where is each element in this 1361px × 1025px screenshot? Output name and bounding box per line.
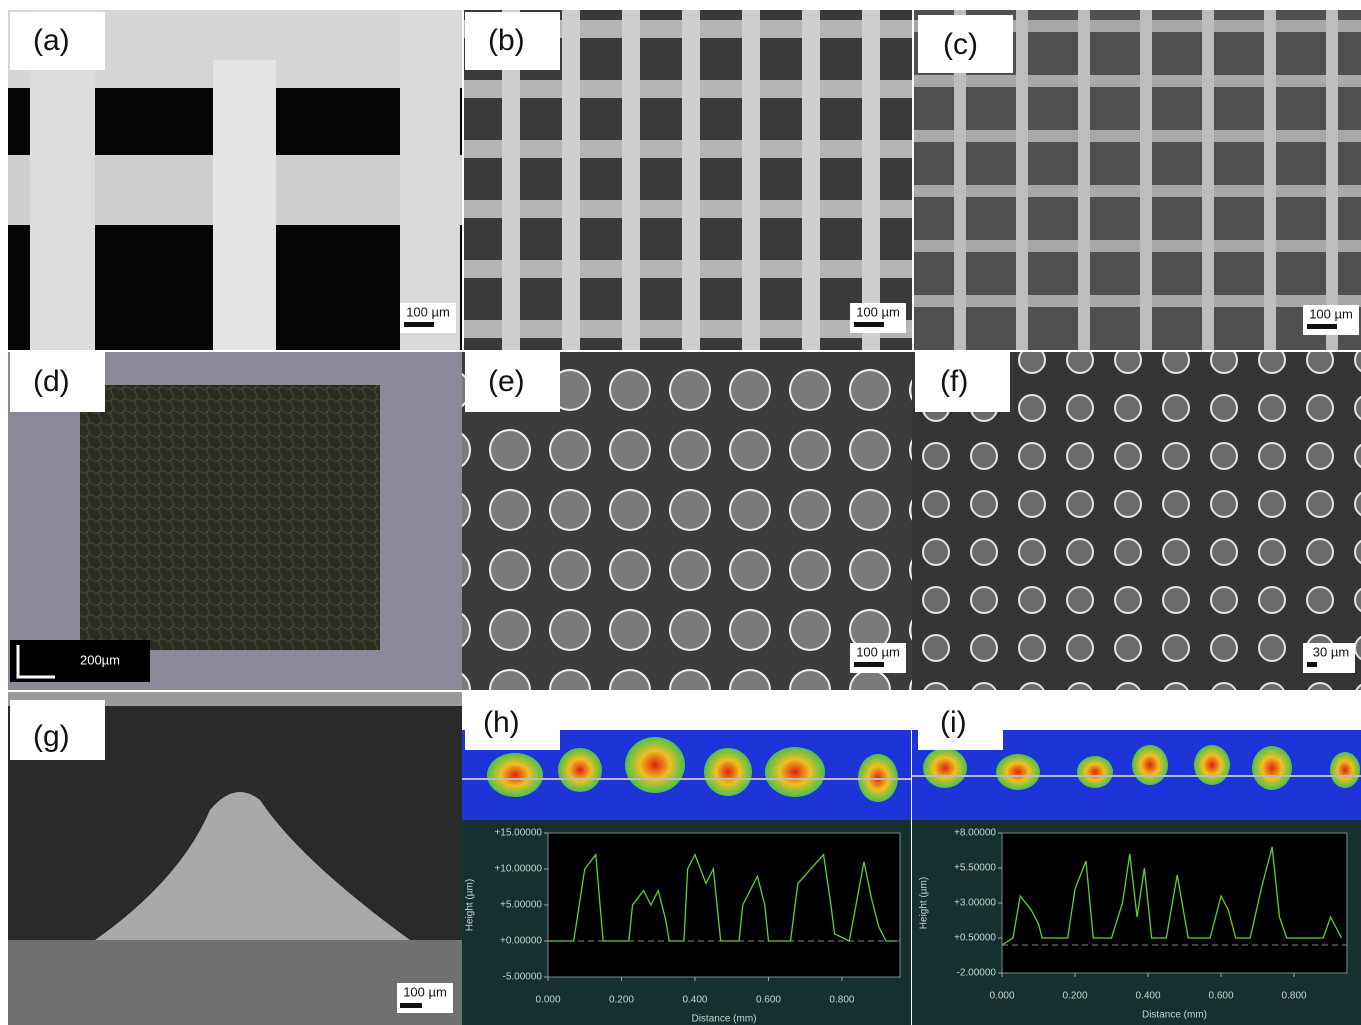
panel-label: (d) [33, 365, 70, 398]
y-tick-label: +8.00000 [954, 828, 996, 839]
y-tick-label: +15.00000 [494, 828, 542, 839]
x-axis-label: Distance (mm) [1142, 1010, 1207, 1021]
panel-label: (e) [488, 365, 525, 398]
scale-bar-label: 100 µm [1309, 306, 1353, 321]
scale-bar-label: 200µm [80, 652, 120, 667]
y-tick-label: -5.00000 [503, 972, 543, 983]
y-tick-label: +5.50000 [954, 863, 996, 874]
x-tick-label: 0.000 [535, 995, 560, 1006]
panel-label: (f) [940, 365, 968, 398]
x-tick-label: 0.400 [682, 995, 707, 1006]
panel-label: (i) [940, 706, 967, 739]
scale-bar-label: 100 µm [856, 644, 900, 659]
panel-label: (h) [483, 706, 520, 739]
plot-area [1002, 833, 1347, 973]
y-tick-label: +10.00000 [494, 864, 542, 875]
page: {"panels": [ {"label": "(a)", "scale_bar… [0, 0, 1361, 1025]
panel-label: (g) [33, 720, 70, 753]
x-tick-label: 0.800 [1282, 991, 1307, 1002]
panel-label: (c) [943, 28, 978, 61]
y-tick-label: +0.00000 [500, 936, 542, 947]
x-tick-label: 0.600 [756, 995, 781, 1006]
x-axis-label: Distance (mm) [691, 1014, 756, 1025]
plot-area [548, 833, 900, 977]
scale-bar-label: 100 µm [403, 984, 447, 999]
y-tick-label: +0.50000 [954, 933, 996, 944]
scale-bar-label: 100 µm [856, 304, 900, 319]
scale-bar-label: 100 µm [406, 304, 450, 319]
x-tick-label: 0.200 [609, 995, 634, 1006]
x-tick-label: 0.200 [1063, 991, 1088, 1002]
y-tick-label: -2.00000 [957, 968, 997, 979]
x-tick-label: 0.600 [1209, 991, 1234, 1002]
y-tick-label: +5.00000 [500, 900, 542, 911]
x-tick-label: 0.000 [989, 991, 1014, 1002]
y-tick-label: +3.00000 [954, 898, 996, 909]
panel-label: (a) [33, 24, 70, 57]
x-tick-label: 0.400 [1136, 991, 1161, 1002]
scale-bar-label: 30 µm [1313, 644, 1349, 659]
y-axis-label: Height (µm) [465, 879, 476, 931]
x-tick-label: 0.800 [829, 995, 854, 1006]
panel-label: (b) [488, 24, 525, 57]
y-axis-label: Height (µm) [919, 877, 930, 929]
figure: (a) (b) (c) (d) (e) (f) (g) (h) (i) 100 … [0, 0, 1361, 1025]
